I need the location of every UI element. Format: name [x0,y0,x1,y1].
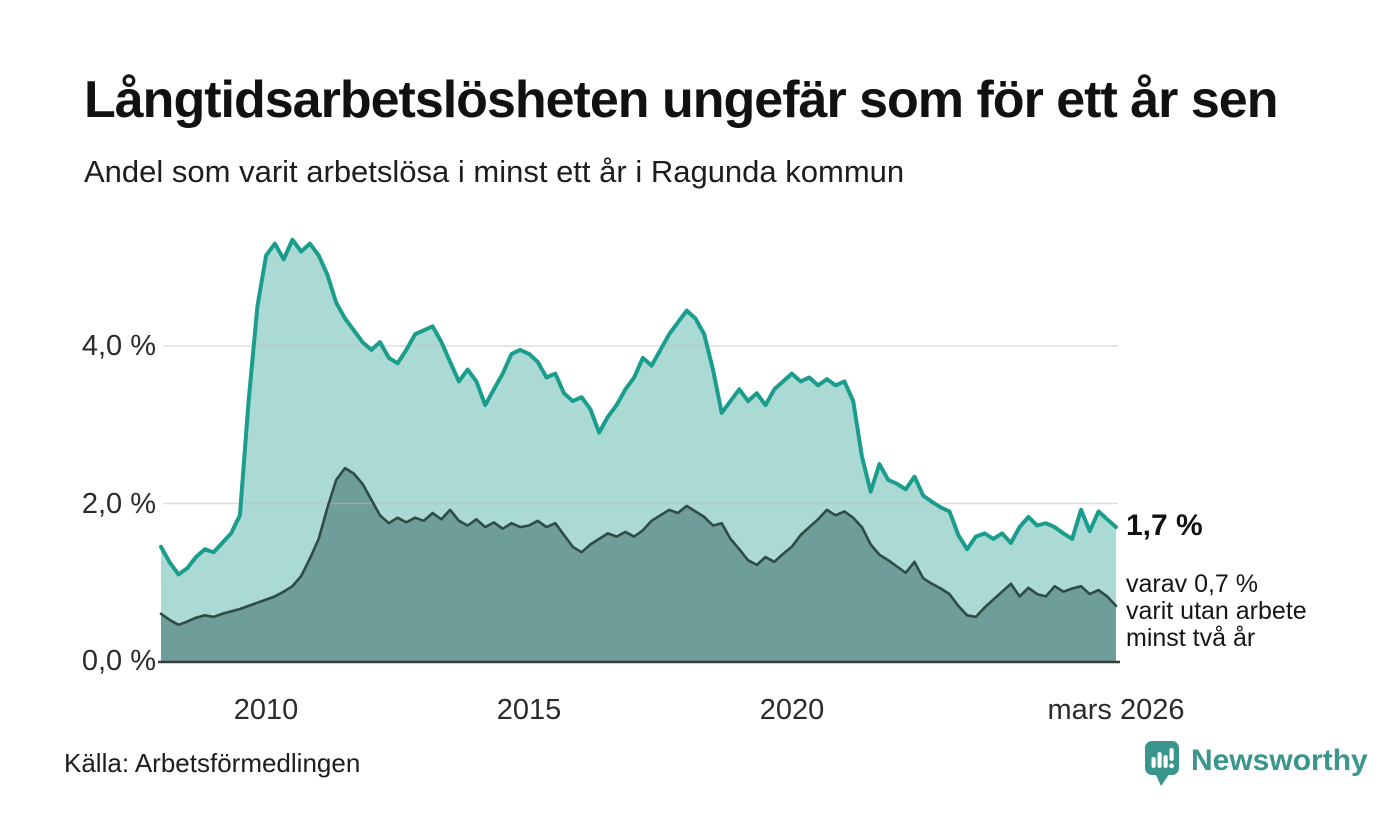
page-title: Långtidsarbetslösheten ungefär som för e… [84,71,1278,129]
breakdown-line-1: varav 0,7 % [1126,570,1259,598]
x-tick-label: mars 2026 [1047,694,1185,726]
y-tick-label: 2,0 % [81,487,156,520]
newsworthy-logo: Newsworthy [1144,740,1368,788]
x-tick-label: 2015 [496,694,562,726]
y-tick-label: 0,0 % [81,645,156,677]
page-subtitle: Andel som varit arbetslösa i minst ett å… [84,154,905,189]
area-two-year-fill [161,468,1116,661]
y-tick-label: 4,0 % [81,330,156,362]
x-tick-label: 2010 [233,694,299,726]
source-note: Källa: Arbetsförmedlingen [64,748,361,778]
chart-bubble-icon [1145,741,1179,786]
breakdown-line-3: minst två år [1126,624,1256,652]
brand-name: Newsworthy [1191,744,1368,777]
x-tick-label: 2020 [759,694,825,726]
breakdown-label: varav 0,7 % varit utan arbete minst två … [1126,571,1307,652]
line-two-year [159,466,1118,627]
breakdown-line-2: varit utan arbete [1126,597,1307,625]
latest-value-label: 1,7 % [1126,509,1203,542]
line-one-year [159,237,1118,577]
